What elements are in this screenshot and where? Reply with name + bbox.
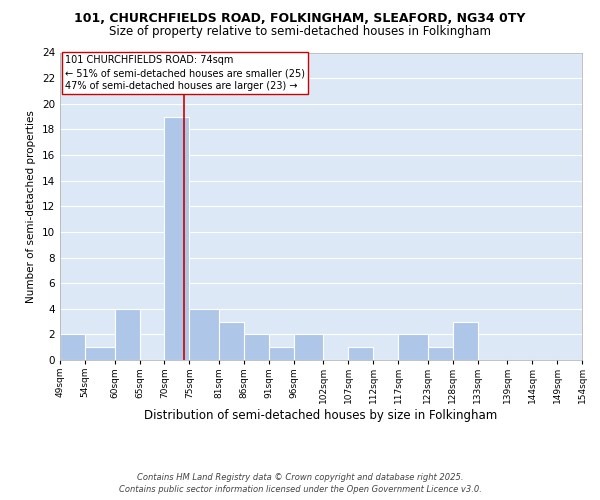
Bar	[85, 347, 115, 360]
Bar	[293, 334, 323, 360]
Bar	[453, 322, 478, 360]
Bar	[269, 347, 293, 360]
Bar	[115, 308, 140, 360]
Bar	[349, 347, 373, 360]
Bar	[398, 334, 428, 360]
Bar	[60, 334, 85, 360]
X-axis label: Distribution of semi-detached houses by size in Folkingham: Distribution of semi-detached houses by …	[145, 409, 497, 422]
Bar	[428, 347, 453, 360]
Text: Contains HM Land Registry data © Crown copyright and database right 2025.
Contai: Contains HM Land Registry data © Crown c…	[119, 472, 481, 494]
Text: Size of property relative to semi-detached houses in Folkingham: Size of property relative to semi-detach…	[109, 25, 491, 38]
Text: 101, CHURCHFIELDS ROAD, FOLKINGHAM, SLEAFORD, NG34 0TY: 101, CHURCHFIELDS ROAD, FOLKINGHAM, SLEA…	[74, 12, 526, 26]
Bar	[219, 322, 244, 360]
Bar	[244, 334, 269, 360]
Bar	[189, 308, 219, 360]
Bar	[164, 116, 189, 360]
Text: 101 CHURCHFIELDS ROAD: 74sqm
← 51% of semi-detached houses are smaller (25)
47% : 101 CHURCHFIELDS ROAD: 74sqm ← 51% of se…	[65, 55, 305, 92]
Y-axis label: Number of semi-detached properties: Number of semi-detached properties	[26, 110, 37, 302]
